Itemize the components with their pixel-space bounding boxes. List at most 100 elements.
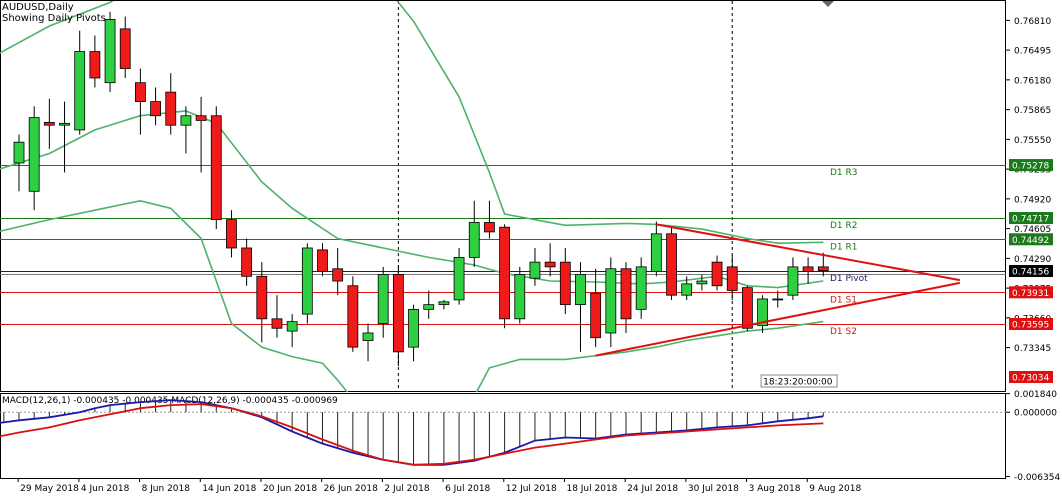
candle	[271, 295, 283, 338]
candle	[711, 255, 723, 291]
candle	[529, 247, 541, 286]
pivot-price-tag: 0.73931	[1009, 286, 1053, 299]
x-tick-label: 4 Jun 2018	[81, 484, 130, 494]
candle-body	[347, 285, 359, 348]
candle-body	[787, 266, 799, 296]
candle	[757, 295, 768, 333]
candle-body	[529, 261, 541, 279]
y-tick-label: 0.76180	[1014, 76, 1051, 86]
candle-body	[514, 274, 526, 320]
candle-body	[408, 308, 419, 348]
candle-body	[301, 247, 313, 315]
candle	[802, 257, 814, 284]
pivot-label: D1 S2	[830, 327, 857, 337]
price-tags: 0.75278 0.74717 0.74492 0.74156 0.73931 0.735…	[1009, 159, 1053, 383]
candle-body	[590, 292, 602, 339]
candle	[666, 227, 677, 300]
candle	[499, 224, 511, 329]
candle	[59, 101, 70, 173]
bollinger-bands	[0, 1, 824, 392]
x-tick-label: 24 Jul 2018	[627, 484, 678, 494]
candle	[635, 257, 647, 319]
macd-signal-line	[0, 403, 824, 466]
candle	[438, 299, 450, 310]
pivot-labels: D1 R3 D1 R2 D1 R1 D1 Pivot D1 S1 D1 S2	[830, 168, 868, 337]
candle	[13, 134, 25, 192]
time-axis: 29 May 2018 4 Jun 2018 8 Jun 2018 14 Jun 20…	[17, 478, 861, 494]
price-tag-label: 0.73595	[1012, 321, 1049, 331]
candle-body	[286, 321, 298, 332]
price-tag-bg	[1009, 265, 1053, 278]
x-tick-label: 9 Aug 2018	[809, 484, 861, 494]
candle-body	[134, 82, 146, 102]
candle-body	[620, 268, 632, 320]
candle	[817, 252, 829, 277]
pivot-price-tag: 0.74717	[1009, 212, 1053, 225]
band-middle	[0, 110, 824, 289]
candle	[28, 106, 40, 211]
candle	[74, 30, 86, 135]
price-tag-label: 0.74717	[1012, 215, 1049, 225]
candle	[392, 264, 404, 367]
candle	[453, 247, 465, 305]
price-tag-bg	[1009, 212, 1053, 225]
x-tick-label: 12 Jul 2018	[506, 484, 557, 494]
price-axis: 0.76810 0.76495 0.76180 0.75865 0.75550 0.752…	[2, 17, 1060, 483]
pivot-price-tag: 0.74156	[1009, 265, 1053, 278]
candle	[301, 243, 313, 324]
x-tick-label: 18 Jul 2018	[566, 484, 617, 494]
candle	[559, 247, 571, 315]
candle-body	[711, 261, 723, 287]
y-tick-label: 0.75550	[1014, 136, 1051, 146]
candle	[332, 247, 344, 296]
price-tag-label: 0.73034	[1012, 373, 1049, 383]
candle-body	[226, 219, 237, 249]
candle	[180, 106, 192, 154]
candle	[681, 276, 693, 300]
pivot-label: D1 R2	[830, 221, 858, 231]
pivot-price-tag: 0.75278	[1009, 159, 1053, 172]
pivot-label: D1 R1	[830, 242, 858, 252]
candle-body	[484, 222, 495, 233]
candle-body	[13, 141, 25, 164]
candle-body	[635, 266, 647, 310]
candle-body	[772, 298, 784, 301]
candle-body	[256, 275, 268, 320]
candle-body	[559, 261, 571, 306]
pivot-price-tag: 0.73595	[1009, 318, 1053, 331]
candle	[696, 274, 708, 291]
pivot-label: D1 R3	[830, 168, 858, 178]
candle-body	[241, 247, 253, 277]
macd-main-line	[0, 399, 824, 466]
candle	[742, 285, 753, 332]
pivot-subtitle: Showing Daily Pivots	[2, 13, 106, 24]
candle	[377, 266, 389, 338]
y-tick-label: 0.75865	[1014, 106, 1051, 116]
candle-body	[726, 266, 738, 291]
candle	[347, 276, 359, 352]
candle-body	[317, 249, 328, 272]
countdown: 18:23:20:00:00	[760, 1, 838, 388]
candle-body	[210, 115, 222, 221]
countdown-box: 18:23:20:00:00	[760, 374, 838, 388]
candle	[620, 262, 632, 333]
candle-body	[28, 117, 40, 192]
candle	[150, 87, 161, 126]
price-tag-bg	[1009, 286, 1053, 299]
x-tick-label: 20 Jun 2018	[263, 484, 317, 494]
trend-line	[656, 223, 961, 282]
candle-body	[650, 233, 662, 272]
x-tick-label: 29 May 2018	[20, 484, 79, 494]
candle	[468, 200, 480, 267]
candle-body	[499, 226, 511, 320]
x-tick-label: 26 Jun 2018	[324, 484, 378, 494]
candle	[408, 304, 419, 362]
y-tick-label: 0.74920	[1014, 195, 1051, 205]
candle	[165, 73, 177, 135]
y-tick-label: 0.74605	[1014, 225, 1051, 235]
period-separators	[397, 1, 733, 392]
x-tick-label: 6 Jul 2018	[445, 484, 490, 494]
candle-body	[392, 274, 404, 353]
pivot-label: D1 S1	[830, 295, 857, 305]
